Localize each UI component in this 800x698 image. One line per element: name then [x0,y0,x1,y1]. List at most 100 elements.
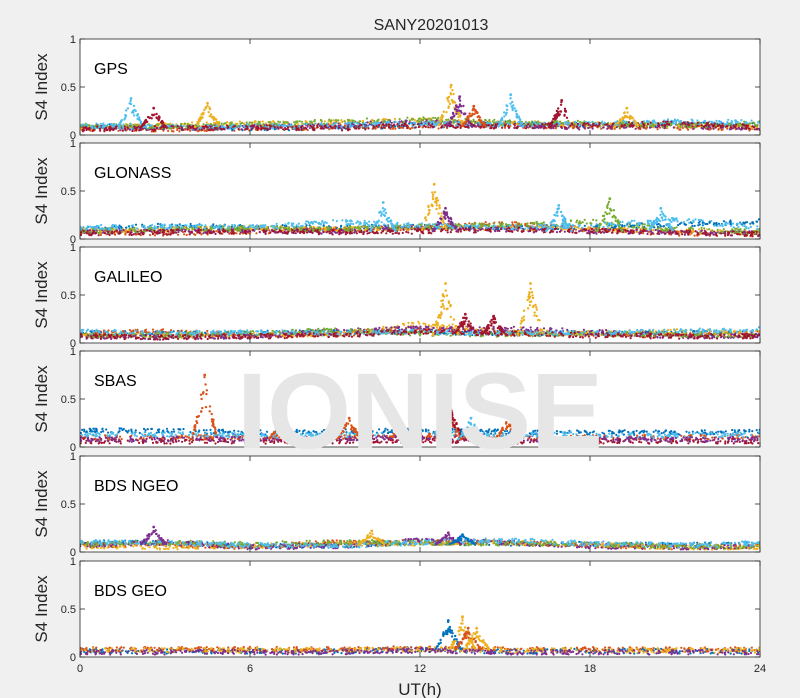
peak-point [555,116,558,119]
data-point [672,126,675,129]
data-point [285,121,288,124]
data-point [706,228,709,231]
data-point [122,229,125,232]
peak-point [208,114,211,118]
data-point [678,122,681,125]
data-point [440,125,444,128]
data-point [366,125,369,128]
data-point [530,122,533,125]
data-point [376,119,379,122]
data-point [567,119,570,123]
data-point [562,122,565,125]
data-point [91,126,94,129]
data-point [740,127,744,130]
data-point [301,122,304,125]
data-point [180,128,184,131]
peak-point [206,104,209,108]
data-point [134,127,138,130]
data-point [374,121,377,124]
data-point [230,127,233,130]
data-point [123,231,126,234]
data-point [691,122,694,125]
data-point [529,225,532,228]
data-point [424,117,427,121]
data-point [347,122,350,125]
data-point [105,126,108,129]
peak-point [193,125,197,129]
peak-point [466,117,469,121]
data-point [262,127,265,130]
data-point [554,120,557,123]
data-point [730,120,733,123]
data-point [586,232,589,235]
data-point [82,128,85,131]
peak-cluster [437,83,464,127]
data-point [507,125,510,128]
peak-point [626,115,629,119]
data-point [422,121,425,124]
data-point [114,123,117,126]
data-point [314,122,317,125]
peak-point [451,89,454,92]
data-point [246,125,249,129]
data-point [85,123,88,126]
data-point [539,126,543,129]
data-point [434,123,438,126]
data-point [282,124,285,127]
peak-point [445,111,448,114]
data-point [217,128,220,131]
data-point [357,123,360,126]
peak-point [196,120,199,124]
data-point [374,226,378,229]
data-point [99,233,102,236]
data-point [196,129,199,132]
data-point [472,118,475,121]
data-point [454,119,457,122]
data-point [126,123,129,126]
data-point [388,125,391,128]
data-point [320,122,323,125]
data-point [135,129,138,132]
peak-point [460,111,463,115]
data-point [719,125,723,128]
data-point [229,121,232,124]
data-point [592,124,595,127]
peak-point [467,116,470,119]
data-point [94,127,97,130]
peak-point [447,105,450,108]
data-point [531,126,534,130]
data-point [209,125,212,128]
data-point [467,124,470,127]
data-point [757,121,760,124]
data-point [417,117,420,120]
peak-point [510,105,513,108]
data-point [400,123,404,126]
peak-point [559,110,563,113]
peak-point [440,115,443,118]
data-point [147,127,150,130]
data-point [385,120,388,124]
data-point [226,126,229,129]
data-point [186,128,189,131]
data-point [269,127,272,130]
data-point [409,122,413,125]
data-point [345,122,348,125]
data-point [459,126,462,129]
data-point [632,124,635,127]
data-point [343,124,346,127]
data-point [322,224,325,227]
data-point [357,127,360,130]
data-point [215,230,218,233]
data-point [697,228,701,231]
data-point [547,122,550,125]
data-point [207,124,210,127]
peak-point [455,109,459,113]
peak-point [208,106,211,109]
data-point [321,127,324,130]
data-point [432,116,435,119]
data-point [484,221,487,224]
data-point [697,224,700,227]
data-point [616,124,619,127]
